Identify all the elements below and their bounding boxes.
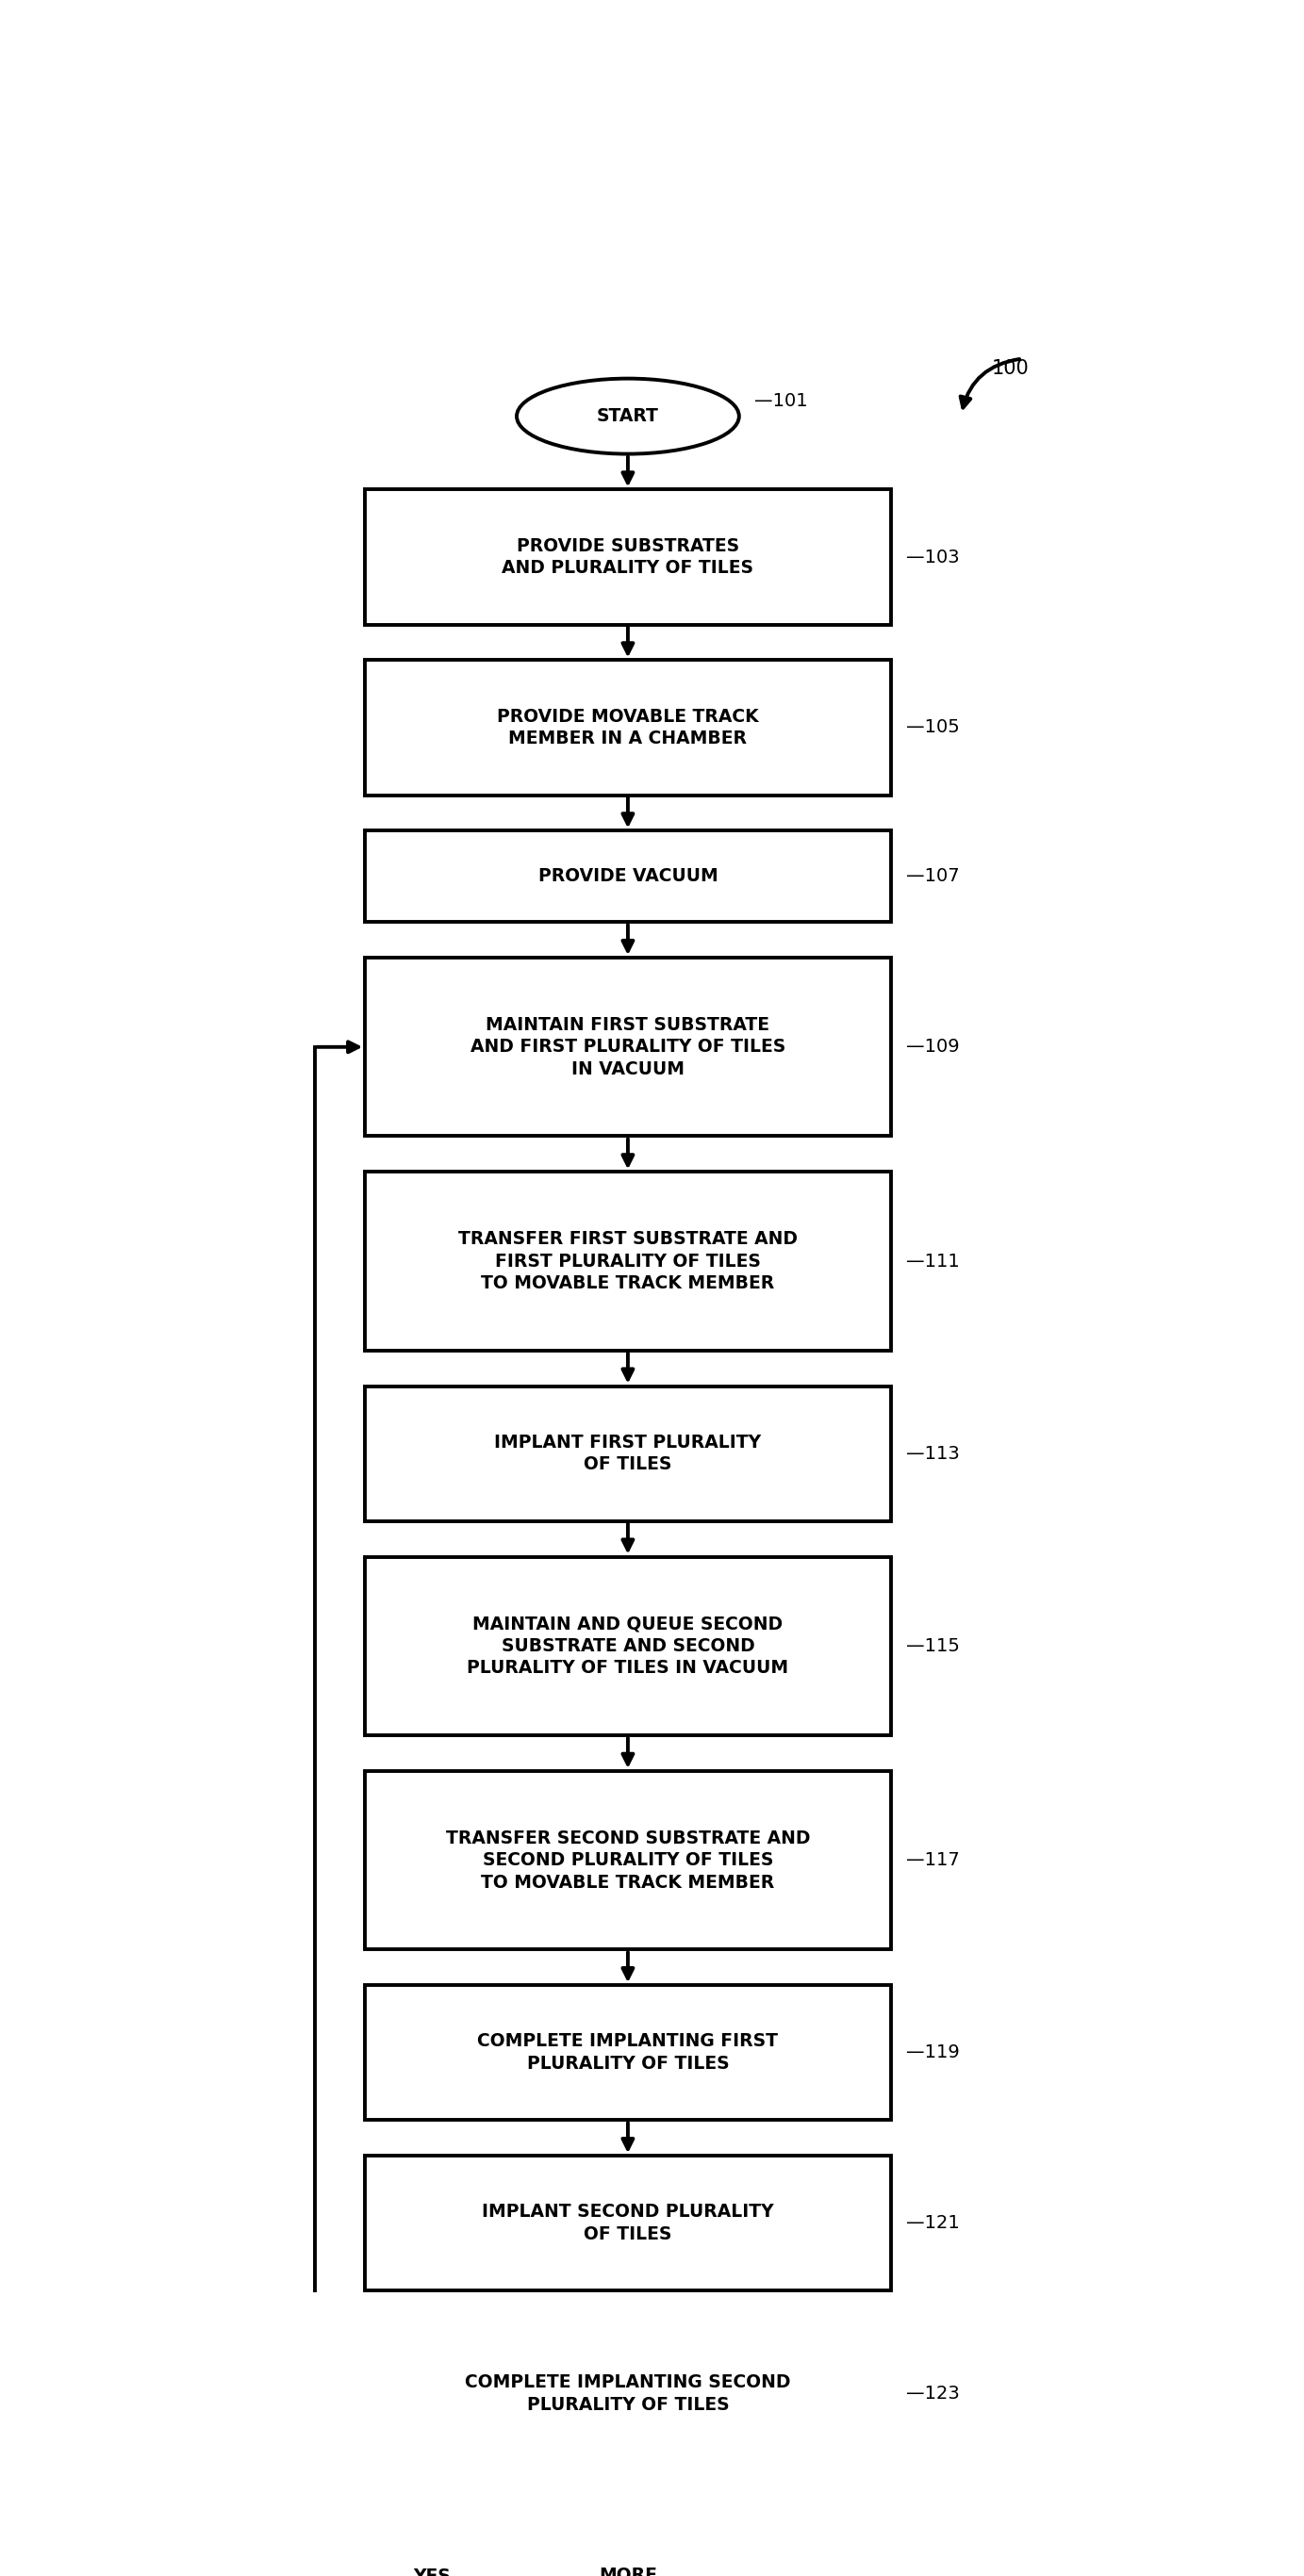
FancyBboxPatch shape [365,1986,891,2120]
FancyBboxPatch shape [365,1386,891,1520]
Text: IMPLANT SECOND PLURALITY
OF TILES: IMPLANT SECOND PLURALITY OF TILES [482,2202,773,2244]
FancyBboxPatch shape [365,1556,891,1736]
Text: —115: —115 [906,1638,960,1654]
Text: START: START [597,407,659,425]
Text: —117: —117 [906,1852,960,1870]
FancyBboxPatch shape [365,489,891,623]
Text: 100: 100 [992,358,1029,379]
Text: COMPLETE IMPLANTING FIRST
PLURALITY OF TILES: COMPLETE IMPLANTING FIRST PLURALITY OF T… [477,2032,778,2074]
FancyBboxPatch shape [365,832,891,922]
Text: PROVIDE MOVABLE TRACK
MEMBER IN A CHAMBER: PROVIDE MOVABLE TRACK MEMBER IN A CHAMBE… [497,708,759,747]
FancyBboxPatch shape [365,1770,891,1950]
Text: —111: —111 [906,1252,960,1270]
Text: —103: —103 [906,549,960,567]
FancyBboxPatch shape [365,1172,891,1350]
Ellipse shape [516,379,739,453]
FancyBboxPatch shape [365,2326,891,2460]
Text: —109: —109 [906,1038,960,1056]
Text: PROVIDE SUBSTRATES
AND PLURALITY OF TILES: PROVIDE SUBSTRATES AND PLURALITY OF TILE… [502,536,754,577]
Text: MAINTAIN AND QUEUE SECOND
SUBSTRATE AND SECOND
PLURALITY OF TILES IN VACUUM: MAINTAIN AND QUEUE SECOND SUBSTRATE AND … [467,1615,789,1677]
Text: MAINTAIN FIRST SUBSTRATE
AND FIRST PLURALITY OF TILES
IN VACUUM: MAINTAIN FIRST SUBSTRATE AND FIRST PLURA… [471,1015,785,1079]
Text: MORE
SUBSTRATES?: MORE SUBSTRATES? [558,2566,698,2576]
Text: —101: —101 [754,392,807,410]
Text: PROVIDE VACUUM: PROVIDE VACUUM [539,868,717,886]
Text: —113: —113 [906,1445,960,1463]
Text: —123: —123 [906,2385,960,2403]
FancyBboxPatch shape [365,2156,891,2290]
Text: IMPLANT FIRST PLURALITY
OF TILES: IMPLANT FIRST PLURALITY OF TILES [494,1435,762,1473]
Text: TRANSFER FIRST SUBSTRATE AND
FIRST PLURALITY OF TILES
TO MOVABLE TRACK MEMBER: TRANSFER FIRST SUBSTRATE AND FIRST PLURA… [458,1231,798,1293]
FancyBboxPatch shape [365,659,891,796]
Text: —105: —105 [906,719,960,737]
Text: —107: —107 [906,868,960,886]
Text: —121: —121 [906,2215,960,2233]
Text: TRANSFER SECOND SUBSTRATE AND
SECOND PLURALITY OF TILES
TO MOVABLE TRACK MEMBER: TRANSFER SECOND SUBSTRATE AND SECOND PLU… [446,1829,810,1891]
FancyBboxPatch shape [365,958,891,1136]
Polygon shape [467,2496,790,2576]
Text: YES: YES [413,2568,451,2576]
Text: —119: —119 [906,2043,960,2061]
Text: COMPLETE IMPLANTING SECOND
PLURALITY OF TILES: COMPLETE IMPLANTING SECOND PLURALITY OF … [466,2372,790,2414]
